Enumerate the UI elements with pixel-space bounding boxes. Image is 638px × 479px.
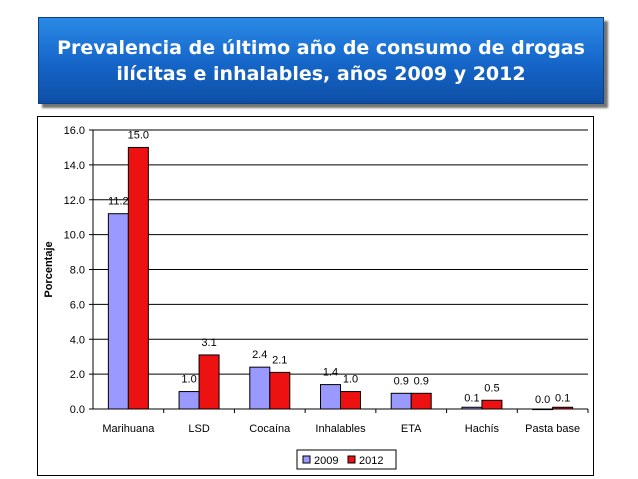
labels: 0.0 2.0 4.0 6.0 8.0 10.0 12.0 14.0 16.0 Porcentaj…: [43, 125, 580, 435]
bar-2009: [320, 384, 341, 410]
x-tick-label: Marihuana: [102, 423, 155, 435]
bars: [107, 146, 574, 411]
legend: 2009 2012: [296, 449, 397, 470]
title-banner: Prevalencia de último año de consumo de …: [38, 17, 604, 104]
y-tick-label: 4.0: [70, 334, 85, 346]
bar-2009: [178, 391, 200, 410]
axes: [89, 129, 589, 413]
chart-title-line-1: Prevalencia de último año de consumo de …: [57, 36, 585, 59]
bar-2009: [249, 366, 271, 410]
x-tick-label: Hachís: [465, 423, 500, 435]
bar-2012: [481, 399, 503, 410]
legend-label-2009: 2009: [314, 455, 338, 467]
bar-2009: [107, 213, 129, 410]
bar-2012: [127, 146, 149, 410]
data-label: 1.4: [323, 367, 338, 379]
data-label: 11.2: [108, 196, 129, 208]
legend-swatch-2012: [347, 455, 356, 464]
data-label: 0.9: [394, 375, 409, 387]
data-label: 0.1: [555, 392, 570, 404]
y-tick-label: 0.0: [70, 404, 85, 416]
y-tick-label: 16.0: [64, 125, 85, 137]
y-tick-label: 2.0: [70, 369, 85, 381]
x-tick-label: Inhalables: [315, 423, 366, 435]
x-tick-label: Cocaína: [249, 423, 291, 435]
chart-title-line-2: ilícitas e inhalables, años 2009 y 2012: [116, 62, 526, 85]
y-tick-label: 10.0: [64, 230, 85, 242]
y-tick-label: 14.0: [64, 160, 85, 172]
bar-2009: [390, 392, 412, 410]
data-label: 2.4: [252, 349, 267, 361]
bar-2012: [269, 371, 291, 410]
y-tick-label: 8.0: [70, 265, 85, 277]
y-tick-label: 6.0: [70, 299, 85, 311]
bar-2012: [340, 391, 361, 410]
data-label: 0.1: [464, 392, 479, 404]
data-label: 2.1: [272, 354, 287, 366]
gridlines: [93, 129, 588, 375]
data-label: 1.0: [343, 374, 358, 386]
x-tick-label: LSD: [188, 423, 209, 435]
bar-2012: [410, 392, 432, 410]
bar-2012: [198, 354, 220, 410]
y-tick-label: 12.0: [64, 195, 85, 207]
x-tick-label: Pasta base: [525, 423, 580, 435]
data-label: 0.0: [535, 394, 550, 406]
data-label: 0.5: [484, 382, 499, 394]
legend-label-2012: 2012: [359, 455, 383, 467]
data-label: 1.0: [181, 374, 196, 386]
data-label: 3.1: [201, 337, 216, 349]
legend-swatch-2009: [302, 455, 311, 464]
x-tick-label: ETA: [401, 423, 422, 435]
y-axis-label: Porcentaje: [43, 241, 55, 297]
data-label: 15.0: [128, 129, 149, 141]
legend-box: [296, 449, 397, 470]
data-label: 0.9: [414, 375, 429, 387]
